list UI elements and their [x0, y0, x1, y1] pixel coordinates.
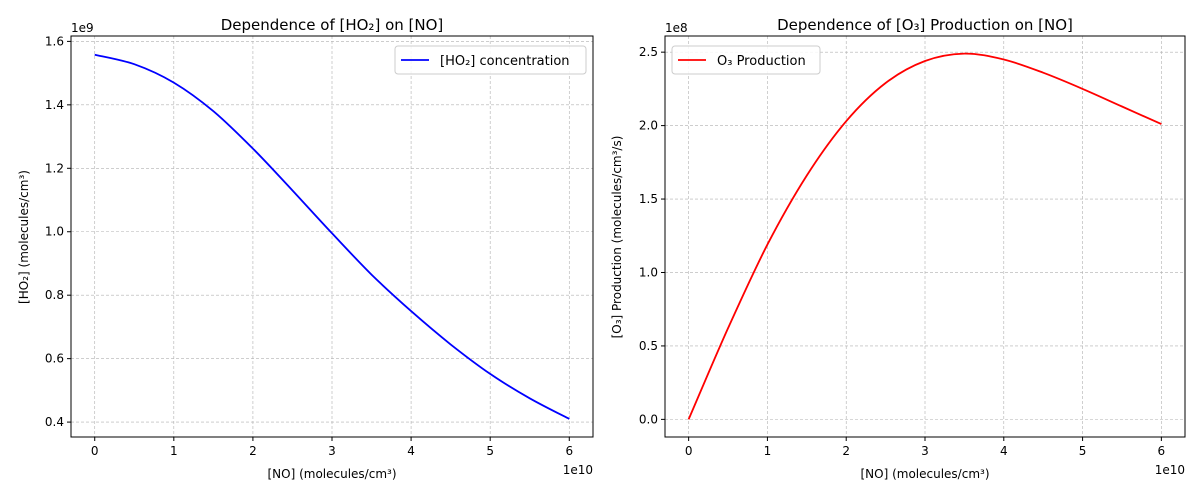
x-tick-label: 6 — [565, 444, 573, 458]
axis-ticks: 0 1 2 3 4 5 6 0.4 0.6 0.8 1.0 1.2 1.4 1.6 — [45, 34, 573, 458]
y-tick-label: 1.2 — [45, 161, 64, 175]
x-tick-label: 1 — [764, 444, 772, 458]
chart-title: Dependence of [O₃] Production on [NO] — [777, 16, 1073, 34]
y-axis-label: [HO₂] (molecules/cm³) — [17, 170, 31, 304]
x-tick-label: 4 — [407, 444, 415, 458]
x-axis-label: [NO] (molecules/cm³) — [860, 467, 989, 481]
series-lines — [94, 53, 570, 420]
x-tick-label: 5 — [1079, 444, 1087, 458]
y-tick-label: 0.4 — [45, 415, 64, 429]
subplot-ho2: 0 1 2 3 4 5 6 0.4 0.6 0.8 1.0 1.2 1.4 1.6 Dependence … — [17, 16, 594, 481]
y-tick-label: 0.8 — [45, 288, 64, 302]
x-tick-label: 5 — [486, 444, 494, 458]
y-axis-label: [O₃] Production (molecules/cm³/s) — [610, 136, 624, 339]
y-tick-label: 0.5 — [639, 339, 658, 353]
x-tick-label: 2 — [249, 444, 257, 458]
y-tick-label: 1.6 — [45, 34, 64, 48]
x-tick-label: 1 — [170, 444, 178, 458]
y-offset-label: 1e8 — [665, 21, 688, 35]
series-lines — [687, 52, 1162, 420]
legend: [HO₂] concentration — [394, 45, 587, 75]
y-tick-label: 1.0 — [45, 225, 64, 239]
y-tick-label: 0.6 — [45, 352, 64, 366]
y-tick-label: 1.0 — [639, 265, 658, 279]
x-axis-label: [NO] (molecules/cm³) — [267, 467, 396, 481]
x-tick-label: 2 — [842, 444, 850, 458]
legend-label: [HO₂] concentration — [440, 54, 570, 69]
x-tick-label: 6 — [1158, 444, 1166, 458]
axis-ticks: 0 1 2 3 4 5 6 0.0 0.5 1.0 1.5 2.0 2.5 — [639, 45, 1165, 458]
subplot-o3: 0 1 2 3 4 5 6 0.0 0.5 1.0 1.5 2.0 2.5 Dependence of … — [610, 16, 1186, 481]
legend-box — [671, 45, 821, 75]
legend-label: O₃ Production — [717, 54, 806, 69]
y-tick-label: 2.0 — [639, 119, 658, 133]
y-offset-label: 1e9 — [71, 21, 94, 35]
y-tick-label: 0.0 — [639, 412, 658, 426]
y-tick-label: 1.5 — [639, 192, 658, 206]
legend: O₃ Production — [671, 45, 821, 75]
x-tick-label: 0 — [685, 444, 693, 458]
series-line — [687, 52, 1162, 420]
chart-title: Dependence of [HO₂] on [NO] — [221, 16, 444, 34]
x-tick-label: 4 — [1000, 444, 1008, 458]
grid-lines — [71, 36, 593, 437]
x-tick-label: 3 — [328, 444, 336, 458]
series-line — [94, 53, 570, 420]
x-tick-label: 3 — [921, 444, 929, 458]
legend-box — [394, 45, 587, 75]
y-tick-label: 1.4 — [45, 98, 64, 112]
x-offset-label: 1e10 — [1155, 463, 1185, 477]
x-tick-label: 0 — [91, 444, 99, 458]
y-tick-label: 2.5 — [639, 45, 658, 59]
x-offset-label: 1e10 — [563, 463, 593, 477]
